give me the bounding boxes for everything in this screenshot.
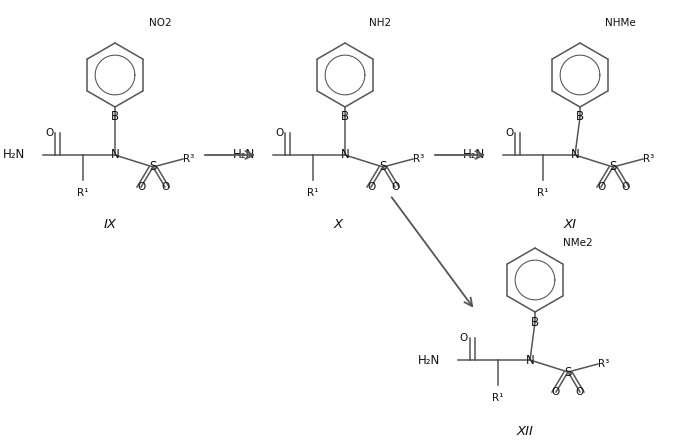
Text: H₂N: H₂N	[3, 149, 25, 161]
Text: XI: XI	[563, 218, 577, 231]
Text: N: N	[526, 354, 534, 367]
Text: NO2: NO2	[149, 18, 171, 28]
Text: O: O	[460, 333, 468, 343]
Text: S: S	[610, 161, 617, 173]
Text: R³: R³	[598, 359, 610, 369]
Text: O: O	[621, 182, 629, 192]
Text: H₂N: H₂N	[463, 149, 485, 161]
Text: O: O	[275, 128, 283, 138]
Text: B: B	[576, 111, 584, 124]
Text: O: O	[161, 182, 169, 192]
Text: H₂N: H₂N	[233, 149, 255, 161]
Text: S: S	[380, 161, 387, 173]
Text: B: B	[341, 111, 349, 124]
Text: O: O	[367, 182, 375, 192]
Text: S: S	[150, 161, 157, 173]
Text: R¹: R¹	[492, 393, 504, 403]
Text: R¹: R¹	[538, 188, 549, 198]
Text: O: O	[597, 182, 605, 192]
Text: S: S	[564, 366, 572, 379]
Text: B: B	[531, 315, 539, 329]
Text: NMe2: NMe2	[563, 238, 593, 248]
Text: O: O	[45, 128, 53, 138]
Text: R¹: R¹	[78, 188, 89, 198]
Text: NHMe: NHMe	[605, 18, 635, 28]
Text: R³: R³	[643, 154, 654, 164]
Text: O: O	[391, 182, 399, 192]
Text: X: X	[333, 218, 343, 231]
Text: B: B	[111, 111, 119, 124]
Text: N: N	[570, 149, 579, 161]
Text: R³: R³	[183, 154, 194, 164]
Text: H₂N: H₂N	[418, 354, 440, 367]
Text: NH2: NH2	[369, 18, 391, 28]
Text: R¹: R¹	[308, 188, 319, 198]
Text: O: O	[576, 387, 584, 397]
Text: N: N	[110, 149, 120, 161]
Text: O: O	[137, 182, 145, 192]
Text: R³: R³	[413, 154, 424, 164]
Text: XII: XII	[517, 425, 533, 438]
Text: IX: IX	[103, 218, 117, 231]
Text: O: O	[552, 387, 560, 397]
Text: O: O	[505, 128, 513, 138]
Text: N: N	[340, 149, 350, 161]
